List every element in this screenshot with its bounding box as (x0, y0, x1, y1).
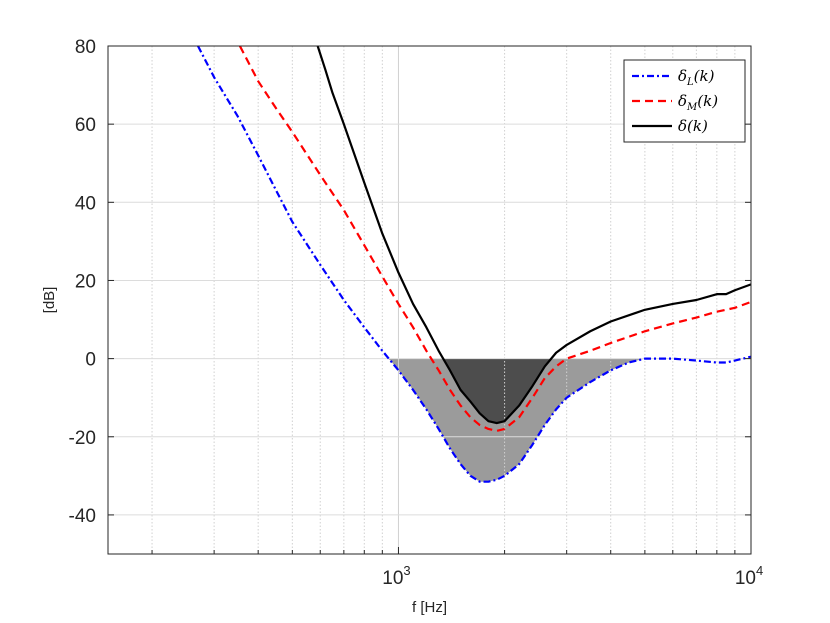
plot-area-frame (107, 45, 752, 555)
legend-label-tail: (k) (694, 67, 715, 85)
y-tick-label: 60 (75, 115, 96, 136)
x-axis-label: f [Hz] (412, 599, 447, 616)
y-tick-label: -40 (69, 506, 96, 527)
legend-label-tail: (k) (687, 117, 708, 135)
series-lines (197, 46, 751, 483)
legend-label: δM(k) (678, 92, 718, 113)
legend-label: δL(k) (678, 67, 715, 88)
y-tick-label: 0 (85, 350, 96, 371)
legend-label-sub: L (686, 77, 694, 88)
y-tick-label: -20 (69, 428, 96, 449)
legend-label-main: δ (678, 67, 687, 85)
y-axis-label: [dB] (41, 287, 58, 314)
legend-label-tail: (k) (697, 92, 718, 110)
legend-label-main: δ (678, 117, 687, 135)
series-line-2 (316, 46, 751, 425)
y-tick-label: 40 (75, 193, 96, 214)
y-tick-label: 20 (75, 271, 96, 292)
x-tick-exponent: 3 (403, 563, 410, 578)
legend-label-main: δ (678, 92, 687, 110)
legend-label: δ(k) (678, 117, 708, 135)
legend-label-sub: M (686, 102, 698, 113)
x-tick-label: 103 (382, 563, 410, 589)
x-tick-base: 10 (382, 568, 403, 589)
series-line-0 (197, 46, 751, 483)
x-tick-label: 104 (735, 563, 763, 589)
x-tick-exponent: 4 (756, 563, 763, 578)
axis-titles: f [Hz] [dB] (41, 287, 447, 616)
legend-box (623, 59, 746, 143)
series-line-1 (238, 46, 751, 433)
dark-gray-fill (438, 358, 557, 424)
y-tick-label: 80 (75, 37, 96, 58)
x-tick-base: 10 (735, 568, 756, 589)
legend: δL(k)δM(k)δ(k) (623, 59, 746, 143)
